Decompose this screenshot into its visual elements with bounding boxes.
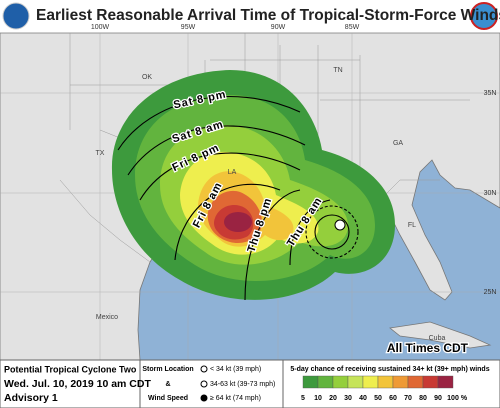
legend-chance-label: 70 [404,395,412,402]
advisory: Advisory 1 [4,392,58,404]
legend-swatch [317,375,334,389]
legend-swatch [332,375,349,389]
legend-chance-title: 5-day chance of receiving sustained 34+ … [290,366,489,373]
legend-swatch [422,375,439,389]
legend-swatch [392,375,409,389]
legend-chance-label: 80 [419,395,427,402]
legend-storm-item: < 34 kt (39 mph) [210,366,261,373]
legend-symbol [200,365,208,373]
legend-swatch [407,375,424,389]
legend-chance-label: 40 [359,395,367,402]
storm-name: Potential Tropical Cyclone Two [4,364,137,374]
legend-chance-label: 100 [447,395,459,402]
legend-chance-label: 30 [344,395,352,402]
legend-swatch [347,375,364,389]
storm-location [334,219,346,231]
place-label: LA [228,169,237,176]
place-label: FL [408,222,416,229]
title: Earliest Reasonable Arrival Time of Trop… [36,7,500,24]
legend-swatch [302,375,319,389]
legend-storm-title: Wind Speed [148,395,188,402]
lat-label: 30N [484,190,497,197]
nws-logo [470,2,498,30]
legend-symbol [200,380,208,388]
lat-label: 35N [484,90,497,97]
arrival-contours [117,95,359,301]
legend-chance-label: 10 [314,395,322,402]
legend-chance-label: 60 [389,395,397,402]
place-label: Mexico [96,314,118,321]
legend-storm-item: 34-63 kt (39-73 mph) [210,381,275,388]
lon-label: 100W [91,24,110,31]
issue-date: Wed. Jul. 10, 2019 10 am CDT [4,378,151,390]
legend-chance-label: 20 [329,395,337,402]
lon-label: 85W [345,24,360,31]
time-note: All Times CDT [387,341,469,355]
legend-chance-label: % [461,395,468,402]
legend-chance-label: 5 [301,395,305,402]
legend-swatch [377,375,394,389]
place-label: GA [393,140,403,147]
map [0,32,500,361]
cuba [389,321,492,349]
legend-chance-label: 50 [374,395,382,402]
lon-label: 95W [181,24,196,31]
legend-storm-title: Storm Location [142,366,193,373]
place-label: OK [142,74,152,81]
lon-label: 90W [271,24,286,31]
legend-symbol [200,394,208,402]
place-label: TX [96,150,105,157]
legend-swatch [362,375,379,389]
legend-storm-title: & [165,381,170,388]
legend-swatch [437,375,454,389]
place-label: TN [333,67,342,74]
noaa-logo [2,2,30,30]
legend-chance-label: 90 [434,395,442,402]
legend-storm-item: ≥ 64 kt (74 mph) [210,395,261,402]
lat-label: 25N [484,289,497,296]
place-label: Cuba [429,335,446,342]
